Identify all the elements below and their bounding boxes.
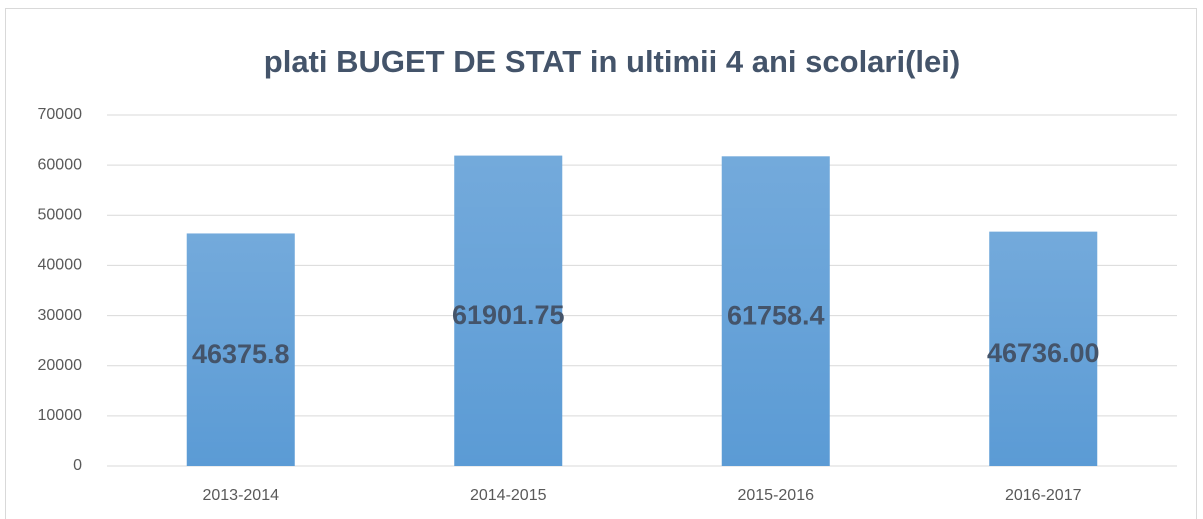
y-tick-label: 30000 <box>38 307 83 324</box>
value-label: 46375.8 <box>192 339 290 369</box>
y-tick-label: 40000 <box>38 257 83 274</box>
bar-shade <box>989 231 1098 466</box>
y-tick-label: 20000 <box>38 357 83 374</box>
y-tick-label: 70000 <box>38 106 83 123</box>
value-label: 61758.4 <box>727 300 825 330</box>
value-label: 61901.75 <box>452 300 565 330</box>
x-tick-label: 2016-2017 <box>1005 487 1082 504</box>
y-tick-label: 50000 <box>38 207 83 224</box>
bar-shade <box>454 155 563 466</box>
value-label: 46736.00 <box>987 338 1100 368</box>
x-tick-label: 2014-2015 <box>470 487 547 504</box>
y-tick-label: 60000 <box>38 156 83 173</box>
x-tick-label: 2013-2014 <box>202 487 279 504</box>
bar-shade <box>186 233 295 466</box>
y-tick-label: 10000 <box>38 407 83 424</box>
bar-shade <box>721 156 830 466</box>
x-tick-label: 2015-2016 <box>737 487 814 504</box>
y-tick-label: 0 <box>73 457 82 474</box>
chart-title: plati BUGET DE STAT in ultimii 4 ani sco… <box>264 44 960 79</box>
